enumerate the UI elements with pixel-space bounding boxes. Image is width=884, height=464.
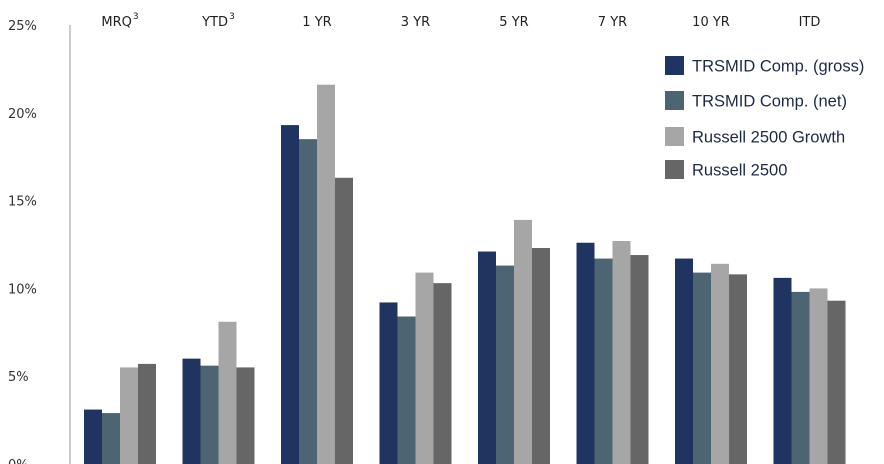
bar-trsmid-comp-gross — [576, 242, 595, 464]
category-label: 7 YR — [598, 15, 627, 30]
bar-russell-2500 — [138, 363, 156, 464]
bar-russell-2500 — [236, 367, 255, 464]
bar-russell-2500-growth — [218, 321, 237, 464]
bar-trsmid-comp-net — [693, 272, 711, 464]
category-label: MRQ3 — [101, 12, 138, 30]
category-label: 5 YR — [499, 15, 528, 30]
bar-trsmid-comp-net — [791, 291, 810, 464]
bar-trsmid-comp-net — [102, 413, 120, 464]
bar-russell-2500 — [335, 177, 353, 464]
y-tick-label: 15% — [8, 195, 37, 210]
y-tick-label: 10% — [8, 282, 37, 297]
legend-label-trsmid-comp-net: TRSMID Comp. (net) — [692, 93, 847, 111]
y-tick-label: 0% — [8, 458, 29, 464]
bar-trsmid-comp-gross — [478, 251, 496, 464]
bar-russell-2500-growth — [711, 263, 729, 464]
bar-trsmid-comp-net — [299, 139, 317, 464]
bar-russell-2500-growth — [415, 272, 434, 464]
category-label: YTD3 — [201, 12, 235, 30]
bar-trsmid-comp-net — [200, 365, 219, 464]
bar-trsmid-comp-gross — [379, 302, 398, 464]
legend-swatch-trsmid-comp-net — [665, 91, 684, 110]
bar-russell-2500-growth — [120, 367, 138, 464]
bar-russell-2500 — [532, 248, 550, 464]
legend: TRSMID Comp. (gross) TRSMID Comp. (net) Ru… — [665, 56, 864, 180]
y-axis: 0% 5% 10% 15% 20% 25% — [8, 19, 71, 464]
bar-trsmid-comp-gross — [773, 277, 792, 464]
bars — [84, 84, 846, 464]
legend-swatch-russell-2500-growth — [665, 127, 684, 146]
bar-trsmid-comp-gross — [84, 409, 102, 464]
category-label: 1 YR — [302, 15, 331, 30]
bar-russell-2500 — [827, 300, 846, 464]
y-tick-label: 5% — [8, 370, 29, 385]
bar-trsmid-comp-gross — [675, 258, 693, 464]
bar-russell-2500 — [729, 274, 747, 464]
legend-swatch-trsmid-comp-gross — [665, 56, 684, 75]
bar-russell-2500-growth — [317, 84, 335, 464]
bar-trsmid-comp-net — [496, 265, 514, 464]
bar-russell-2500-growth — [809, 288, 828, 464]
legend-label-russell-2500-growth: Russell 2500 Growth — [692, 129, 845, 147]
legend-swatch-russell-2500 — [665, 160, 684, 179]
bar-trsmid-comp-gross — [281, 125, 299, 464]
bar-trsmid-comp-net — [397, 316, 416, 464]
bar-trsmid-comp-net — [594, 258, 613, 464]
category-labels: MRQ3 YTD3 1 YR 3 YR 5 YR 7 YR 10 YR ITD — [101, 12, 820, 30]
legend-label-russell-2500: Russell 2500 — [692, 162, 787, 180]
y-tick-label: 25% — [8, 19, 37, 34]
bar-russell-2500 — [630, 255, 649, 464]
bar-russell-2500-growth — [514, 219, 532, 464]
legend-label-trsmid-comp-gross: TRSMID Comp. (gross) — [692, 58, 864, 76]
category-label: 3 YR — [401, 15, 430, 30]
category-label: ITD — [799, 15, 821, 30]
y-tick-label: 20% — [8, 107, 37, 122]
bar-russell-2500-growth — [612, 240, 631, 464]
bar-trsmid-comp-gross — [182, 358, 201, 464]
bar-russell-2500 — [433, 283, 452, 464]
category-label: 10 YR — [692, 15, 730, 30]
